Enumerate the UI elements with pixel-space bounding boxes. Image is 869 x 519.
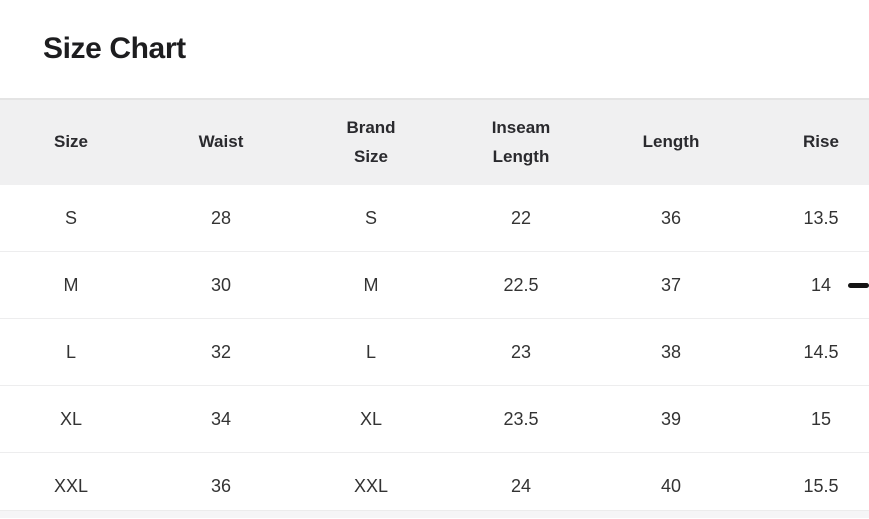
- table-cell: L: [0, 319, 146, 386]
- column-header-size: Size: [0, 99, 146, 185]
- table-cell: 36: [596, 185, 746, 252]
- column-header-label: Brand Size: [328, 114, 414, 172]
- column-header-label: Length: [643, 128, 700, 157]
- column-header-label: Rise: [803, 128, 839, 157]
- table-cell: 38: [596, 319, 746, 386]
- table-header: Size Waist Brand Size Inseam Length Leng…: [0, 99, 869, 185]
- table-cell: 28: [146, 185, 296, 252]
- table-cell: 30: [146, 252, 296, 319]
- table-cell: 22: [446, 185, 596, 252]
- table-cell: XL: [296, 386, 446, 453]
- column-header-inseam-length: Inseam Length: [446, 99, 596, 185]
- title-bar: Size Chart: [0, 0, 869, 98]
- table-row-s: S 28 S 22 36 13.5: [0, 185, 869, 252]
- table-row-m: M 30 M 22.5 37 14: [0, 252, 869, 319]
- column-header-length: Length: [596, 99, 746, 185]
- table-cell: 23.5: [446, 386, 596, 453]
- table-row-l: L 32 L 23 38 14.5: [0, 319, 869, 386]
- column-header-rise: Rise: [746, 99, 869, 185]
- page-title: Size Chart: [43, 32, 186, 66]
- column-header-label: Waist: [199, 128, 244, 157]
- table-cell: 22.5: [446, 252, 596, 319]
- table-header-row: Size Waist Brand Size Inseam Length Leng…: [0, 99, 869, 185]
- table-cell: 32: [146, 319, 296, 386]
- column-header-label: Inseam Length: [478, 114, 564, 172]
- column-header-brand-size: Brand Size: [296, 99, 446, 185]
- table-body: S 28 S 22 36 13.5 M 30 M 22.5 37 14 L 32…: [0, 185, 869, 519]
- size-chart-table: Size Waist Brand Size Inseam Length Leng…: [0, 98, 869, 519]
- scroll-indicator-dash[interactable]: [848, 283, 869, 288]
- table-cell: M: [0, 252, 146, 319]
- table-cell: S: [296, 185, 446, 252]
- table-cell: 37: [596, 252, 746, 319]
- table-cell: 39: [596, 386, 746, 453]
- table-cell: S: [0, 185, 146, 252]
- table-cell: M: [296, 252, 446, 319]
- table-cell: 23: [446, 319, 596, 386]
- table-row-xl: XL 34 XL 23.5 39 15: [0, 386, 869, 453]
- next-section-edge: [0, 510, 869, 518]
- table-cell: 14.5: [746, 319, 869, 386]
- table-cell: 15: [746, 386, 869, 453]
- table-cell: L: [296, 319, 446, 386]
- table-cell: 13.5: [746, 185, 869, 252]
- table-cell: XL: [0, 386, 146, 453]
- column-header-label: Size: [54, 128, 88, 157]
- table-cell: 34: [146, 386, 296, 453]
- column-header-waist: Waist: [146, 99, 296, 185]
